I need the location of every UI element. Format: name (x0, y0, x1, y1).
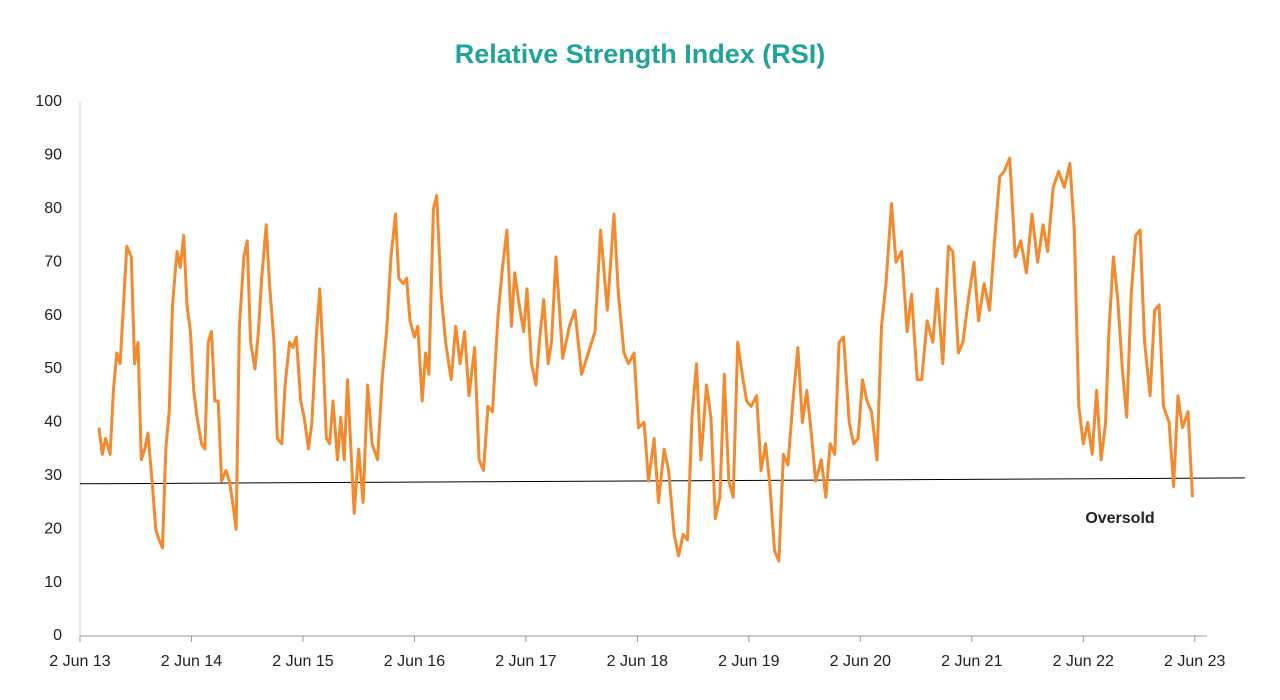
y-tick-label: 0 (53, 627, 62, 644)
y-tick-label: 90 (44, 147, 62, 164)
y-tick-label: 60 (44, 307, 62, 324)
y-tick-label: 100 (35, 93, 62, 110)
x-tick-label: 2 Jun 15 (272, 653, 333, 670)
reference-line (79, 477, 1246, 485)
y-tick-label: 20 (44, 520, 62, 537)
y-tick-label: 10 (44, 574, 62, 591)
x-tick-label: 2 Jun 13 (49, 653, 110, 670)
x-tick-label: 2 Jun 18 (607, 653, 668, 670)
rsi-line (97, 156, 1194, 563)
y-tick-label: 70 (44, 253, 62, 270)
x-tick-label: 2 Jun 14 (161, 653, 222, 670)
x-tick-label: 2 Jun 21 (941, 653, 1002, 670)
x-tick-label: 2 Jun 22 (1053, 653, 1114, 670)
x-tick-label: 2 Jun 16 (384, 653, 445, 670)
x-tick-label: 2 Jun 17 (495, 653, 556, 670)
y-tick-label: 80 (44, 200, 62, 217)
chart-title: Relative Strength Index (RSI) (455, 39, 826, 69)
x-tick-label: 2 Jun 20 (830, 653, 891, 670)
x-tick-label: 2 Jun 23 (1164, 653, 1225, 670)
reference-label: Oversold (1085, 510, 1154, 527)
y-tick-label: 30 (44, 467, 62, 484)
x-tick-label: 2 Jun 19 (718, 653, 779, 670)
y-tick-label: 50 (44, 360, 62, 377)
y-tick-label: 40 (44, 414, 62, 431)
